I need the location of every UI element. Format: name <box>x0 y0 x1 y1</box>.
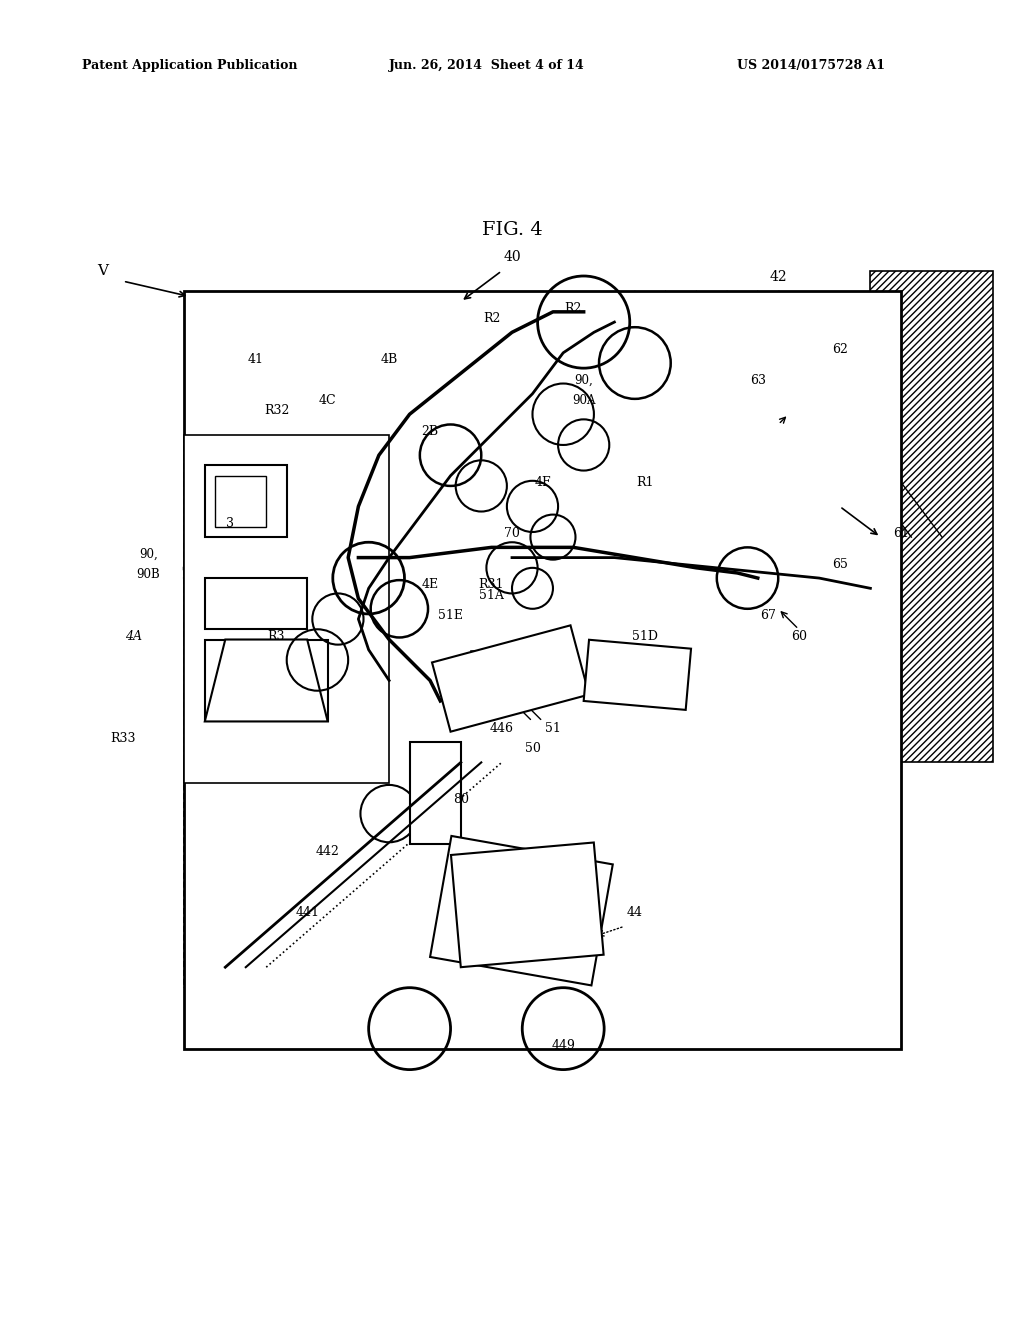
Text: 40: 40 <box>503 249 521 264</box>
Text: 61: 61 <box>893 527 909 540</box>
Bar <box>184 763 369 987</box>
Bar <box>389 568 819 731</box>
Text: 3: 3 <box>226 517 234 529</box>
Text: 63: 63 <box>750 374 766 387</box>
Text: 51D: 51D <box>632 630 658 643</box>
Text: R32: R32 <box>264 404 289 417</box>
Text: 44: 44 <box>627 906 643 919</box>
Bar <box>410 742 461 845</box>
Text: 51C: 51C <box>469 649 494 663</box>
Text: 4B: 4B <box>381 352 397 366</box>
Text: 51B: 51B <box>530 671 555 684</box>
Text: Patent Application Publication: Patent Application Publication <box>82 59 297 73</box>
Text: R33: R33 <box>111 731 135 744</box>
Text: R2: R2 <box>565 302 582 315</box>
Bar <box>205 466 287 537</box>
Text: R3: R3 <box>267 630 286 643</box>
Text: R2: R2 <box>483 312 500 325</box>
Text: 4E: 4E <box>422 578 438 591</box>
Text: 51A: 51A <box>479 589 504 602</box>
Text: 65: 65 <box>831 558 848 570</box>
Bar <box>614 312 881 557</box>
Text: 4A: 4A <box>125 630 141 643</box>
Text: 4C: 4C <box>318 393 337 407</box>
Bar <box>432 626 589 731</box>
Polygon shape <box>205 639 328 722</box>
Bar <box>184 434 389 783</box>
Text: V: V <box>97 264 108 279</box>
Bar <box>215 475 266 527</box>
Text: 442: 442 <box>315 845 340 858</box>
Text: R31: R31 <box>479 578 504 591</box>
Bar <box>389 742 819 968</box>
Text: 2B: 2B <box>422 425 438 438</box>
Text: 51: 51 <box>545 722 561 735</box>
Text: Jun. 26, 2014  Sheet 4 of 14: Jun. 26, 2014 Sheet 4 of 14 <box>389 59 585 73</box>
Bar <box>205 639 328 722</box>
Text: 42: 42 <box>769 271 787 284</box>
Text: 90,: 90, <box>574 374 593 387</box>
Bar <box>584 640 691 710</box>
Bar <box>430 836 612 986</box>
Text: 90B: 90B <box>136 568 161 581</box>
Text: 4F: 4F <box>535 477 551 488</box>
Text: R1: R1 <box>636 477 654 488</box>
Text: 441: 441 <box>295 906 319 919</box>
Text: 51E: 51E <box>438 609 463 622</box>
Text: 41: 41 <box>248 352 264 366</box>
Text: 62: 62 <box>831 343 848 356</box>
Bar <box>205 578 307 630</box>
Text: 90A: 90A <box>572 393 595 407</box>
Bar <box>870 271 993 763</box>
Text: 50: 50 <box>524 742 541 755</box>
Text: 80: 80 <box>453 793 469 807</box>
Text: 90,: 90, <box>139 548 158 561</box>
Text: US 2014/0175728 A1: US 2014/0175728 A1 <box>737 59 886 73</box>
Bar <box>184 292 901 1049</box>
Text: 446: 446 <box>489 722 514 735</box>
Bar <box>451 842 603 968</box>
Bar <box>184 434 389 783</box>
Text: 67: 67 <box>760 609 776 622</box>
Text: 60: 60 <box>791 630 807 643</box>
Text: 449: 449 <box>551 1039 575 1052</box>
Text: 70: 70 <box>504 527 520 540</box>
Text: FIG. 4: FIG. 4 <box>481 220 543 239</box>
